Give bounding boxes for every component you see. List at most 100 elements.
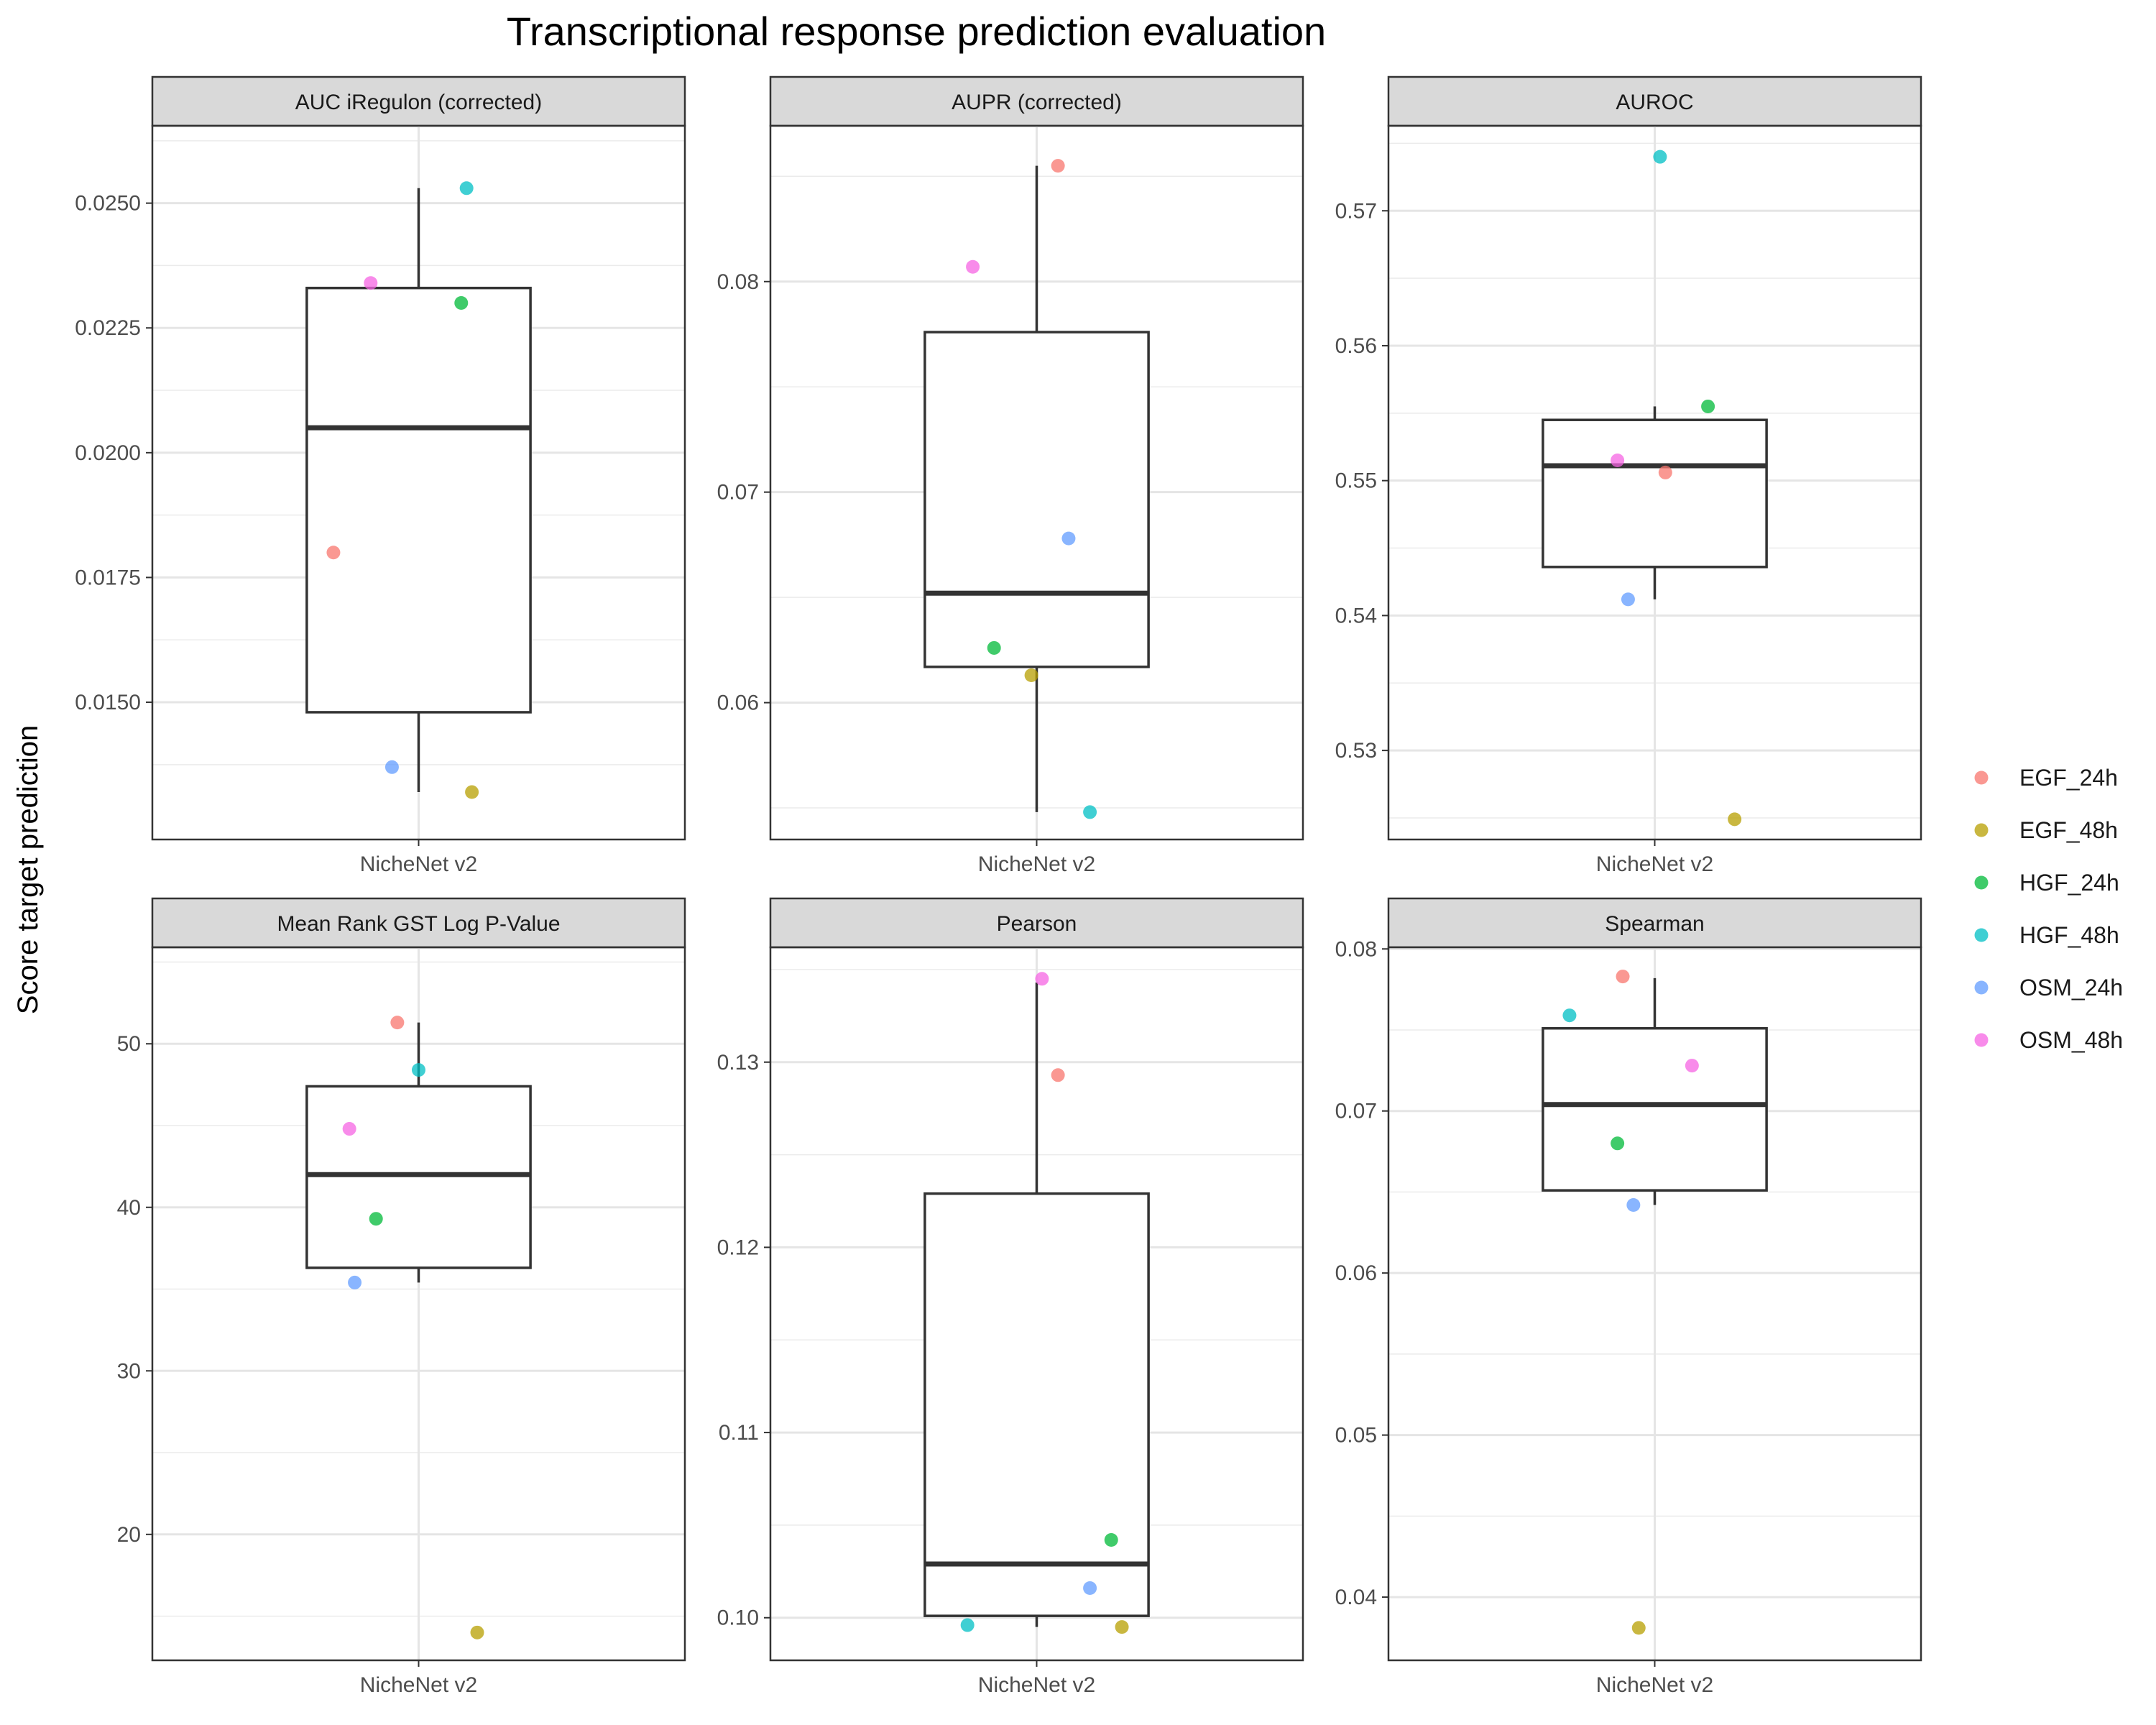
data-point-egf-24h	[1051, 159, 1065, 173]
data-point-egf-48h	[465, 785, 479, 799]
data-point-osm-24h	[1626, 1197, 1641, 1212]
y-tick-label: 0.10	[717, 1606, 759, 1630]
data-point-egf-48h	[470, 1625, 484, 1639]
legend-item: EGF_24h	[1974, 765, 2118, 791]
data-point-egf-24h	[390, 1016, 405, 1030]
y-tick-label: 30	[117, 1359, 141, 1383]
y-tick-label: 0.06	[1335, 1261, 1377, 1285]
data-point-hgf-48h	[412, 1063, 425, 1077]
data-point-hgf-24h	[369, 1212, 383, 1226]
legend-label: OSM_48h	[2019, 1027, 2123, 1053]
data-point-egf-48h	[1631, 1621, 1646, 1635]
x-tick-label: NicheNet v2	[1596, 1673, 1713, 1697]
y-tick-label: 50	[117, 1032, 141, 1056]
y-tick-label: 0.07	[717, 481, 759, 505]
panel-strip	[769, 897, 1304, 949]
facet-panels: AUC iRegulon (corrected) 0.0150 0.0175 0.02…	[75, 75, 1922, 1697]
y-tick-label: 20	[117, 1523, 141, 1547]
legend-item: HGF_48h	[1974, 922, 2119, 948]
box-iqr	[1542, 1026, 1768, 1192]
data-point-hgf-24h	[1701, 399, 1715, 413]
data-point-osm-24h	[1083, 1581, 1097, 1596]
data-point-osm-48h	[1685, 1059, 1699, 1073]
legend-key	[1974, 770, 1989, 785]
box-iqr	[1542, 418, 1768, 569]
box-iqr	[923, 331, 1150, 668]
legend-label: HGF_48h	[2019, 922, 2119, 948]
panel-6: Spearman 0.04 0.05 0.06 0.07 0.08 NicheNet v2	[1335, 897, 1922, 1697]
data-point-hgf-48h	[1562, 1008, 1577, 1023]
data-point-hgf-48h	[1653, 150, 1667, 164]
legend-key	[1974, 875, 1989, 890]
panel-strip	[1387, 897, 1922, 949]
data-point-egf-48h	[1115, 1620, 1129, 1634]
panel-3: AUROC 0.53 0.54 0.55 0.56 0.57 NicheNet v2	[1335, 75, 1922, 876]
data-point-hgf-48h	[960, 1618, 975, 1632]
legend-label: OSM_24h	[2019, 975, 2123, 1000]
y-tick-label: 0.0200	[75, 441, 141, 465]
y-tick-label: 0.07	[1335, 1100, 1377, 1123]
y-tick-label: 0.08	[717, 270, 759, 294]
data-point-egf-48h	[1024, 668, 1038, 683]
panel-5: Pearson 0.10 0.11 0.12 0.13 NicheNet v2	[717, 897, 1304, 1697]
x-tick-label: NicheNet v2	[1596, 852, 1713, 876]
panel-title: AUPR (corrected)	[952, 91, 1122, 114]
panel-title: AUROC	[1616, 91, 1693, 114]
y-tick-label: 0.05	[1335, 1424, 1377, 1448]
data-point-osm-48h	[342, 1122, 356, 1136]
legend-label: EGF_48h	[2019, 817, 2118, 843]
data-point-osm-24h	[384, 760, 399, 774]
data-point-osm-48h	[1035, 972, 1049, 986]
data-point-osm-24h	[1061, 531, 1076, 546]
box-iqr	[305, 286, 532, 714]
legend-key	[1974, 980, 1989, 995]
x-tick-label: NicheNet v2	[360, 852, 477, 876]
panel-title: AUC iRegulon (corrected)	[295, 91, 542, 114]
data-point-egf-48h	[1728, 812, 1742, 827]
y-axis-label: Score target prediction	[12, 725, 44, 1014]
panel-strip	[151, 897, 686, 949]
x-tick-label: NicheNet v2	[978, 852, 1095, 876]
data-point-hgf-48h	[1083, 805, 1097, 819]
chart-title: Transcriptional response prediction eval…	[507, 9, 1326, 54]
legend-item: OSM_24h	[1974, 975, 2123, 1000]
y-tick-label: 0.04	[1335, 1586, 1377, 1609]
data-point-egf-24h	[1658, 465, 1672, 479]
data-point-egf-24h	[1616, 970, 1630, 984]
y-tick-label: 0.0175	[75, 566, 141, 589]
y-tick-label: 0.54	[1335, 604, 1377, 627]
panel-strip	[769, 75, 1304, 127]
data-point-osm-24h	[348, 1275, 362, 1289]
data-point-egf-24h	[326, 546, 341, 560]
y-tick-label: 0.08	[1335, 937, 1377, 961]
data-point-hgf-48h	[459, 181, 474, 196]
panel-title: Mean Rank GST Log P-Value	[277, 912, 560, 936]
data-point-osm-48h	[364, 276, 378, 290]
legend-item: OSM_48h	[1974, 1027, 2123, 1053]
y-tick-label: 0.13	[717, 1051, 759, 1075]
data-point-hgf-24h	[987, 640, 1001, 655]
panel-title: Spearman	[1605, 912, 1704, 936]
legend-label: EGF_24h	[2019, 765, 2118, 791]
data-point-osm-48h	[1611, 454, 1625, 468]
data-point-hgf-24h	[1104, 1533, 1118, 1547]
y-tick-label: 40	[117, 1196, 141, 1220]
y-tick-label: 0.06	[717, 691, 759, 715]
y-tick-label: 0.55	[1335, 469, 1377, 493]
panel-strip	[151, 75, 686, 127]
y-tick-label: 0.11	[719, 1421, 759, 1445]
x-tick-label: NicheNet v2	[978, 1673, 1095, 1697]
panel-2: AUPR (corrected) 0.06 0.07 0.08 NicheNet v2	[717, 75, 1304, 876]
data-point-osm-48h	[966, 259, 980, 274]
y-tick-label: 0.57	[1335, 199, 1377, 223]
y-tick-label: 0.12	[717, 1236, 759, 1259]
y-tick-label: 0.56	[1335, 334, 1377, 358]
panel-4: Mean Rank GST Log P-Value 20 30 40 50 NicheNe…	[117, 897, 686, 1697]
legend-key	[1974, 1033, 1989, 1047]
y-tick-label: 0.53	[1335, 739, 1377, 763]
data-point-egf-24h	[1051, 1068, 1065, 1082]
legend-item: HGF_24h	[1974, 870, 2119, 896]
panel-1: AUC iRegulon (corrected) 0.0150 0.0175 0.02…	[75, 75, 686, 876]
data-point-osm-24h	[1621, 592, 1635, 607]
